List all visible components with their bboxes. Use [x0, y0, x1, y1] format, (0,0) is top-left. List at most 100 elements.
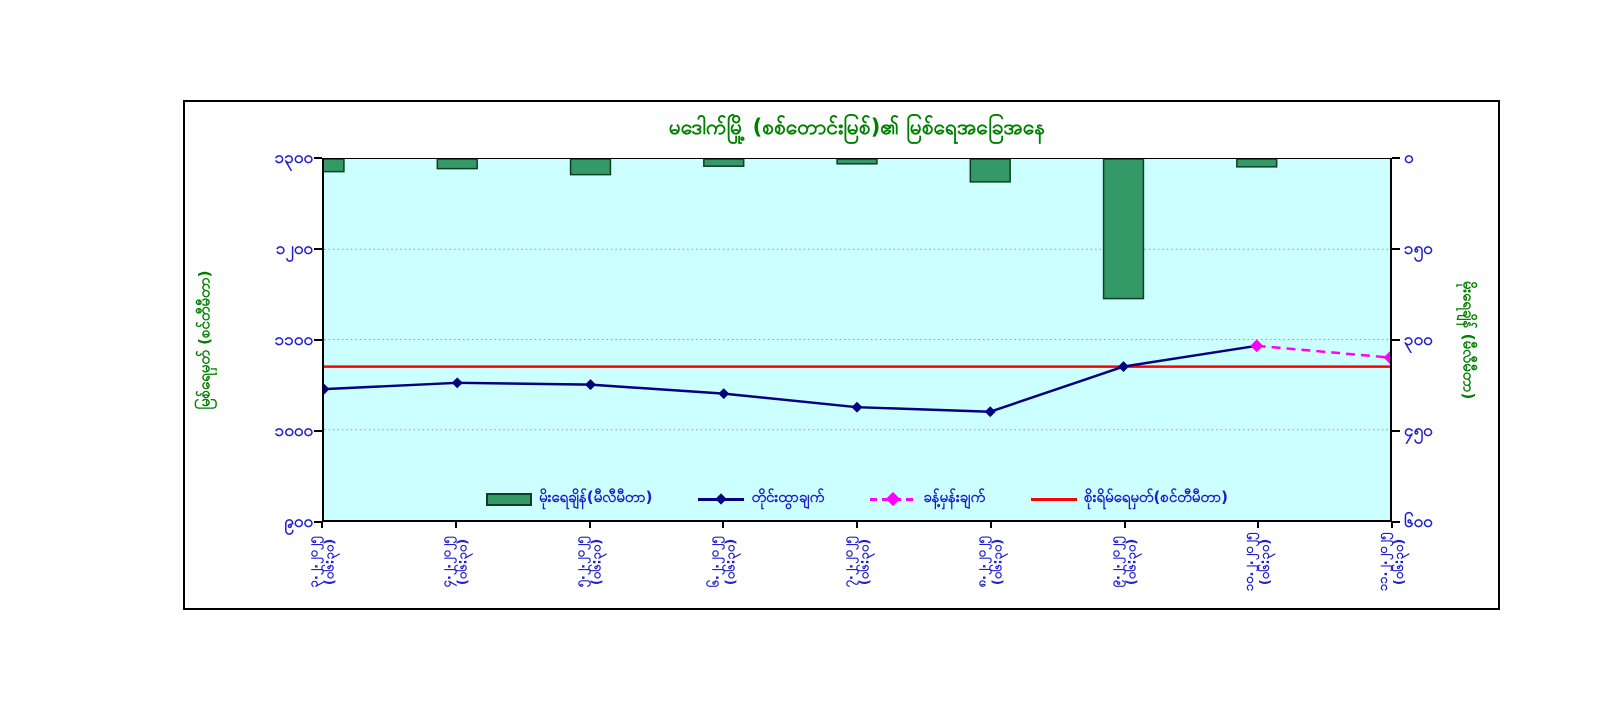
rainfall-bar-swatch-icon	[486, 492, 533, 506]
x-axis-label-wrap: ၈.၂.၂၀၂၅ (၀၆:၃၀)	[941, 536, 1041, 587]
rain-bar	[324, 159, 345, 173]
y-tick-label-left: ၁၂၀၀	[275, 239, 313, 259]
x-axis-label: ၃.၂.၂၀၂၅ (၀၆:၃၀)	[306, 537, 338, 588]
x-axis-label: ၇.၂.၂၀၂၅ (၀၆:၃၀)	[841, 537, 873, 588]
x-label-date: ၃.၂.၂၀၂၅	[305, 536, 321, 588]
x-axis-label-wrap: ၁၁.၂.၂၀၂၅ (၀၆:၃၀)	[1342, 533, 1442, 591]
x-axis-label: ၄.၂.၂၀၂၅ (၀၆:၃၀)	[440, 537, 472, 588]
right-axis-tick	[1392, 521, 1400, 523]
x-label-date: ၉.၂.၂၀၂၅	[1108, 536, 1124, 588]
y-tick-label-left: ၁၀၀၀	[274, 421, 313, 441]
y-tick-label-right: ၆၀၀	[1404, 512, 1433, 532]
x-axis-tick	[989, 522, 992, 528]
x-axis-label-wrap: ၅.၂.၂၀၂၅ (၀၆:၃၀)	[540, 537, 640, 588]
x-axis-label-wrap: ၆.၂.၂၀၂၅ (၀၆:၃၀)	[673, 537, 773, 588]
chart-canvas	[324, 159, 1390, 431]
legend-label-rainfall: မိုးရေချိန်(မီလီမီတာ)	[539, 488, 653, 506]
x-axis-tick	[722, 522, 725, 528]
rain-bar	[703, 159, 745, 167]
forecast-line	[1256, 344, 1390, 359]
x-axis-label: ၁၁.၂.၂၀၂၅ (၀၆:၃၀)	[1376, 533, 1408, 591]
left-axis-tick	[314, 339, 322, 341]
measured-marker-icon	[324, 383, 330, 395]
x-label-time: (၀၆:၃၀)	[1124, 538, 1140, 586]
x-label-time: (၀၆:၃၀)	[1258, 538, 1274, 586]
right-axis-tick	[1392, 248, 1400, 250]
left-axis-tick	[314, 521, 322, 523]
legend-label-measured: တိုင်းထွာချက်	[751, 488, 825, 506]
measured-marker-icon	[718, 388, 730, 400]
x-axis-label: ၈.၂.၂၀၂၅ (၀၆:၃၀)	[975, 536, 1007, 587]
forecast-marker-icon	[1383, 351, 1390, 364]
chart-box: မဒေါက်မြို့ (စစ်တောင်းမြစ်)၏ မြစ်ရေအခြေအ…	[183, 100, 1500, 610]
x-label-date: ၁၀.၂.၂၀၂၅	[1242, 532, 1258, 592]
danger-line-swatch-icon	[1031, 492, 1078, 506]
x-label-time: (၀၆:၃၀)	[1391, 538, 1407, 586]
x-axis-label: ၆.၂.၂၀၂၅ (၀၆:၃၀)	[707, 537, 739, 588]
legend: မိုးရေချိန်(မီလီမီတာ) တိုင်းထွာချက် ခန့်…	[322, 486, 1392, 512]
x-label-time: (၀၆:၃၀)	[990, 538, 1006, 586]
measured-diamond-icon	[715, 493, 728, 505]
right-axis-tick	[1392, 339, 1400, 341]
x-axis-label-wrap: ၇.၂.၂၀၂၅ (၀၆:၃၀)	[807, 537, 907, 588]
x-label-time: (၀၆:၃၀)	[589, 538, 605, 586]
x-label-date: ၄.၂.၂၀၂၅	[439, 536, 455, 588]
x-label-date: ၇.၂.၂၀၂၅	[840, 536, 856, 588]
left-axis-tick	[314, 248, 322, 250]
x-label-time: (၀၆:၃၀)	[455, 538, 471, 586]
x-axis-tick	[588, 522, 591, 528]
y-tick-label-left: ၁၃၀၀	[274, 148, 313, 168]
x-axis-tick	[1391, 522, 1393, 528]
x-axis-tick	[321, 522, 323, 528]
left-axis-tick	[314, 430, 322, 432]
plot-area	[322, 158, 1392, 522]
x-label-date: ၆.၂.၂၀၂၅	[707, 536, 723, 588]
rain-bar	[1236, 159, 1278, 168]
y-tick-label-left: ၉၀၀	[284, 512, 313, 532]
danger-line-icon	[1031, 498, 1078, 501]
legend-item-rainfall: မိုးရေချိန်(မီလီမီတာ)	[486, 488, 652, 510]
measured-marker-icon	[984, 406, 996, 418]
chart-title: မဒေါက်မြို့ (စစ်တောင်းမြစ်)၏ မြစ်ရေအခြေအ…	[668, 115, 1046, 139]
right-axis-tick	[1392, 157, 1400, 159]
x-axis-tick	[1257, 522, 1260, 528]
forecast-line-swatch-icon	[870, 491, 917, 507]
measured-marker-icon	[1118, 361, 1129, 373]
x-axis-label: ၅.၂.၂၀၂၅ (၀၆:၃၀)	[573, 537, 605, 588]
rain-bar	[436, 159, 478, 170]
x-axis-label-wrap: ၄.၂.၂၀၂၅ (၀၆:၃၀)	[406, 537, 506, 588]
forecast-diamond-icon	[886, 491, 901, 507]
x-axis-label-wrap: ၁၀.၂.၂၀၂၅ (၀၆:၃၀)	[1208, 533, 1308, 591]
rain-bar	[969, 159, 1011, 183]
y-tick-label-right: ၁၅၀	[1404, 239, 1433, 259]
x-axis-label: ၁၀.၂.၂၀၂၅ (၀၆:၃၀)	[1242, 533, 1274, 591]
rain-bar	[1102, 159, 1145, 300]
legend-item-danger: စိုးရိမ်ရေမှတ်(စင်တီမီတာ)	[1031, 488, 1228, 510]
x-axis-label-wrap: ၉.၂.၂၀၂၅ (၀၆:၃၀)	[1075, 537, 1175, 588]
x-axis-tick	[454, 522, 457, 528]
right-axis-tick	[1392, 430, 1400, 432]
x-label-time: (၀၆:၃၀)	[856, 538, 872, 586]
measured-line	[324, 344, 1257, 413]
x-axis-tick	[856, 522, 858, 528]
legend-label-forecast: ခန့်မှန်းချက်	[923, 488, 986, 506]
forecast-marker-icon	[1250, 339, 1264, 353]
measured-line-swatch-icon	[698, 492, 745, 506]
rain-bar	[569, 159, 612, 176]
y-tick-label-right: ၀	[1404, 148, 1414, 168]
measured-marker-icon	[851, 401, 863, 413]
left-axis-tick	[314, 157, 322, 159]
measured-marker-icon	[451, 377, 463, 389]
legend-item-forecast: ခန့်မှန်းချက်	[870, 488, 985, 510]
legend-item-measured: တိုင်းထွာချက်	[698, 488, 824, 510]
x-axis-label: ၉.၂.၂၀၂၅ (၀၆:၃၀)	[1108, 537, 1140, 588]
legend-label-danger: စိုးရိမ်ရေမှတ်(စင်တီမီတာ)	[1084, 488, 1228, 506]
y-tick-label-left: ၁၁၀၀	[274, 330, 313, 350]
x-label-time: (၀၆:၃၀)	[723, 538, 739, 586]
x-axis-label-wrap: ၃.၂.၂၀၂၅ (၀၆:၃၀)	[272, 537, 372, 588]
x-label-time: (၀၆:၃၀)	[321, 538, 337, 586]
x-label-date: ၁၁.၂.၂၀၂၅	[1375, 532, 1391, 592]
x-axis-tick	[1123, 522, 1126, 528]
x-label-date: ၅.၂.၂၀၂၅	[573, 536, 589, 588]
y-tick-label-right: ၃၀၀	[1404, 330, 1433, 350]
